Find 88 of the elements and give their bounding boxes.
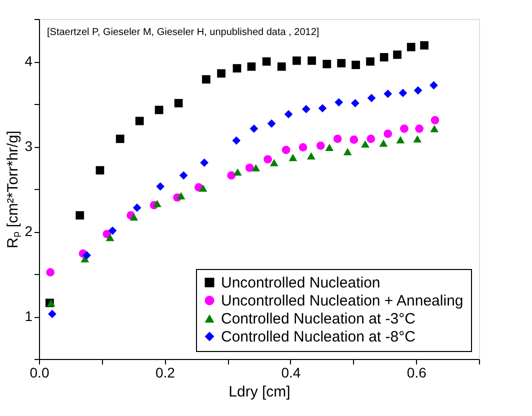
point [380,53,388,62]
point [76,211,84,220]
point [264,155,272,164]
point [176,192,186,200]
point [174,98,183,108]
point [414,86,422,95]
legend-label: Uncontrolled Nucleation [221,274,380,292]
point [106,234,114,242]
point [154,106,164,114]
point [384,130,392,138]
point [366,57,374,66]
point [96,166,104,174]
x-axis-title: Ldry [cm] [228,384,290,400]
x-tick-label: 0.4 [281,364,301,380]
point [284,110,293,118]
point [430,125,439,132]
x-tick-label: 0.6 [406,364,427,380]
y-axis-title: Rₚ [cm²*Torr*hr/g] [4,130,22,248]
point [337,59,346,68]
point [267,119,276,128]
x-tick-label: 0.0 [30,364,50,380]
point [135,116,144,126]
point [247,62,256,71]
point [379,139,388,147]
point [200,158,208,167]
point [233,168,242,176]
point [322,60,332,68]
point [132,204,142,212]
point [306,152,316,160]
point [430,81,438,90]
point [288,154,298,162]
point [232,64,242,72]
point [413,135,422,142]
point [250,124,258,133]
point [156,182,164,191]
point [48,310,56,318]
point [316,141,325,150]
point [352,60,360,70]
point [361,140,370,148]
legend-label: Controlled Nucleation at -8°C [221,328,416,346]
point [308,56,316,65]
point [343,148,352,156]
point [82,251,91,260]
point [252,164,260,172]
point [400,124,408,133]
point [292,56,301,65]
point [46,268,54,276]
point [282,146,290,154]
point [318,104,327,112]
point [396,136,405,144]
y-tick-label: 1 [24,308,33,324]
point [366,134,376,144]
point [406,42,416,52]
point [325,144,334,151]
annotation: [Staertzel P, Gieseler M, Gieseler H, unpublished data , 2012] [47,27,320,38]
point [270,159,278,166]
point [179,171,188,180]
point [393,50,402,59]
point [302,104,310,114]
point [415,124,424,133]
point [277,62,286,71]
point [298,143,308,152]
point [232,136,241,145]
point [367,94,376,102]
point [350,136,358,144]
point [198,184,208,192]
point [116,134,124,144]
point [333,134,342,144]
legend-label: Uncontrolled Nucleation + Annealing [221,292,464,310]
point [202,75,210,84]
point [350,98,360,108]
point [398,88,408,98]
point [420,41,428,50]
point [430,116,440,124]
point [217,69,226,78]
y-tick-label: 2 [24,223,33,239]
point [227,171,236,180]
point [108,226,117,235]
legend-label: Controlled Nucleation at -3°C [221,310,416,328]
point [130,213,138,221]
point [245,164,254,172]
y-tick-label: 4 [24,53,33,69]
point [384,90,392,98]
x-tick-label: 0.2 [155,364,176,380]
point [152,200,162,208]
point [334,98,344,106]
point [262,57,271,66]
y-tick-label: 3 [24,138,33,154]
